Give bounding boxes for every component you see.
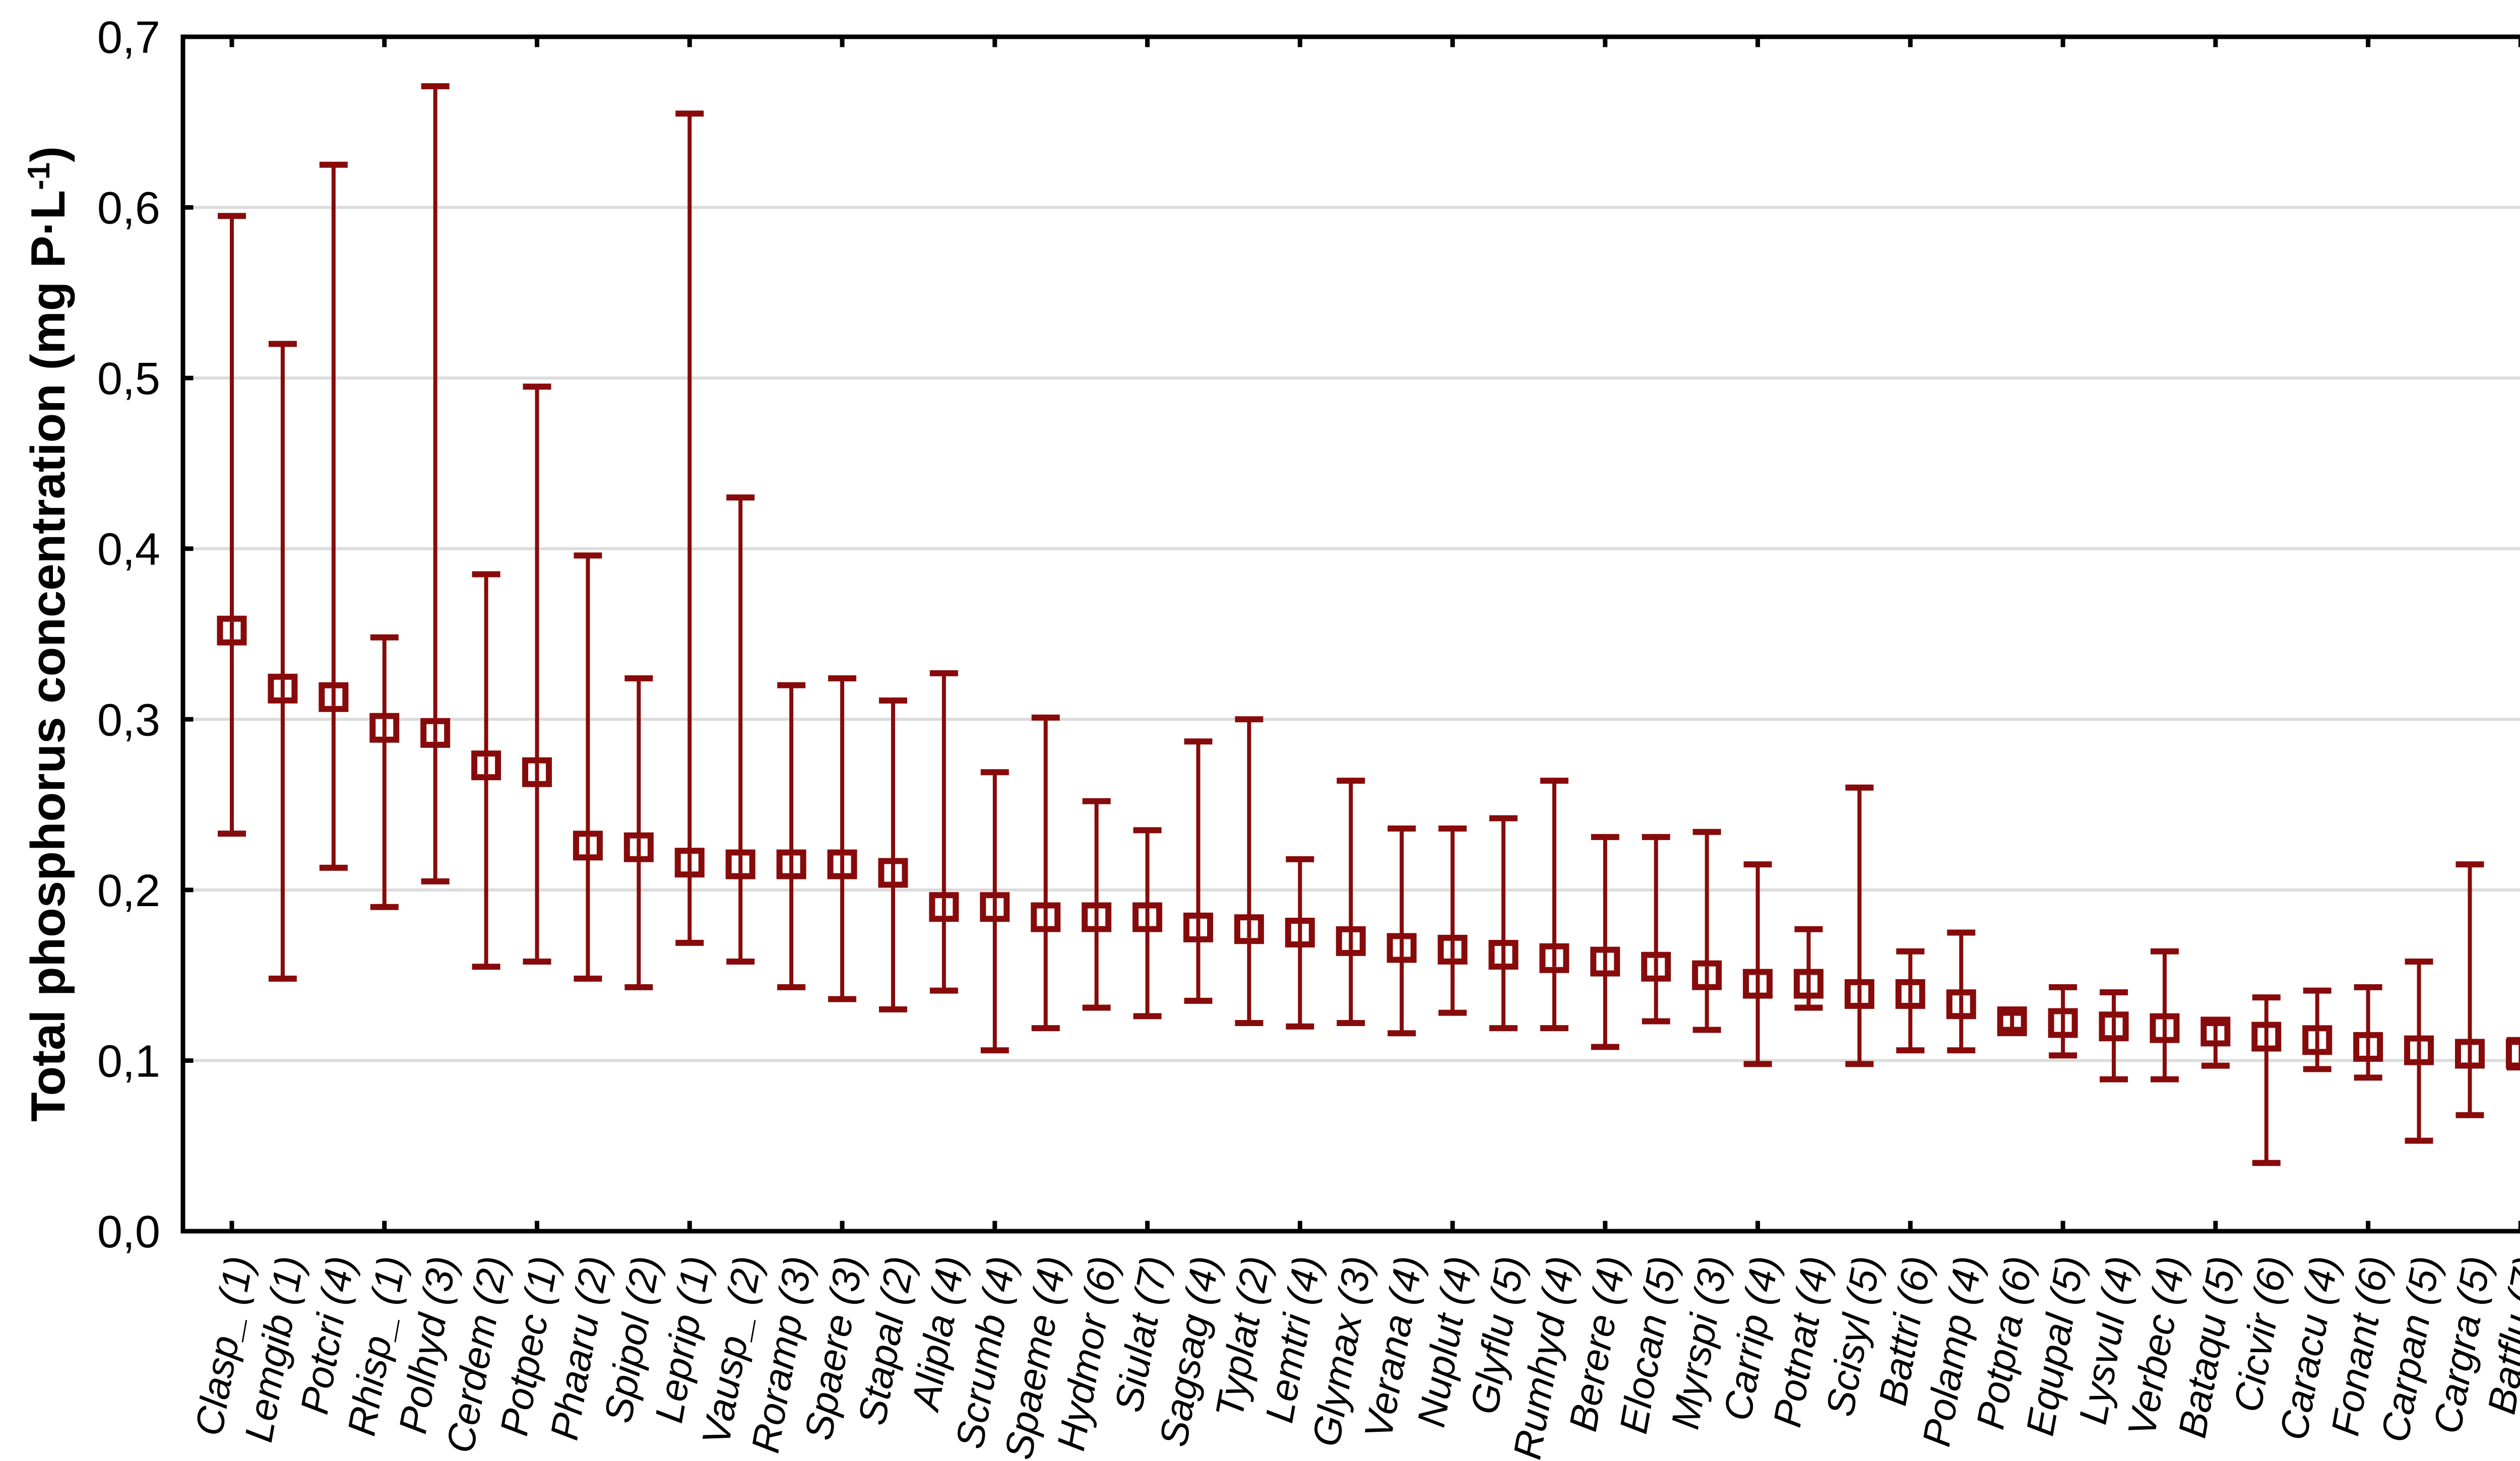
error-bar — [1132, 827, 1163, 1020]
error-bar — [1488, 815, 1519, 1032]
error-bar-series — [217, 83, 2520, 1166]
y-axis-labels: 0,0 0,1 0,2 0,3 0,4 0,5 0,6 0,7 — [97, 13, 160, 1257]
error-bar — [420, 83, 451, 884]
error-bar — [319, 161, 349, 871]
error-bar — [2251, 994, 2282, 1166]
error-bar — [2302, 987, 2333, 1072]
error-bar — [980, 769, 1010, 1054]
mean-marker — [2505, 1039, 2520, 1069]
y-tick-label: 0,5 — [97, 354, 160, 404]
y-tick-label: 0,0 — [97, 1207, 160, 1257]
error-bar — [1794, 926, 1824, 1011]
error-bar — [1997, 1006, 2027, 1037]
error-bar — [1285, 856, 1315, 1030]
y-axis-title: Total phosphorus concentration (mg P·L-1… — [21, 146, 75, 1122]
error-bar — [1895, 948, 1925, 1054]
y-tick-label: 0,3 — [97, 695, 160, 745]
error-bar — [573, 552, 603, 982]
error-bar — [623, 675, 654, 990]
error-bar — [1539, 778, 1569, 1032]
error-bar — [1031, 714, 1061, 1032]
error-bar — [1590, 834, 1620, 1050]
error-bar — [471, 571, 501, 970]
y-tick-label: 0,7 — [97, 13, 160, 63]
y-axis-ticks — [185, 34, 194, 1234]
error-bar — [522, 384, 552, 965]
error-bar — [1437, 825, 1468, 1016]
error-bar — [2099, 989, 2129, 1083]
error-bar — [2454, 861, 2485, 1118]
error-bar — [1692, 829, 1722, 1033]
error-bar — [217, 213, 247, 837]
y-tick-label: 0,1 — [97, 1036, 160, 1087]
error-bar — [1082, 798, 1112, 1011]
error-bar — [878, 697, 908, 1012]
error-bar — [369, 634, 400, 910]
error-bar — [2048, 984, 2078, 1059]
error-bar — [2200, 1017, 2231, 1069]
error-bar — [827, 675, 857, 1002]
error-bar — [1336, 778, 1366, 1026]
y-tick-label: 0,6 — [97, 183, 160, 234]
error-bar — [2404, 959, 2434, 1144]
error-bar — [929, 670, 959, 994]
x-axis-ticks — [229, 39, 2520, 1229]
error-bar — [1234, 716, 1264, 1026]
error-bar — [1641, 834, 1671, 1025]
error-bar — [725, 494, 755, 965]
mean-marker — [1183, 912, 1213, 942]
error-bar — [2150, 948, 2180, 1083]
error-bar — [1743, 861, 1773, 1067]
error-bar — [1387, 825, 1417, 1037]
error-bar — [674, 110, 705, 946]
error-bar — [2353, 984, 2383, 1081]
y-tick-label: 0,2 — [97, 866, 160, 916]
y-tick-label: 0,4 — [97, 525, 160, 575]
error-bar — [1844, 784, 1874, 1067]
error-bar — [1946, 929, 1976, 1054]
error-bar — [776, 682, 806, 990]
plot-frame — [180, 34, 2520, 1234]
error-bar — [1183, 738, 1213, 1004]
error-bar — [268, 341, 298, 982]
error-bar — [2505, 1037, 2520, 1070]
